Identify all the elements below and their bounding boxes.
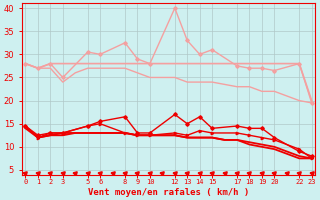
- X-axis label: Vent moyen/en rafales ( km/h ): Vent moyen/en rafales ( km/h ): [88, 188, 249, 197]
